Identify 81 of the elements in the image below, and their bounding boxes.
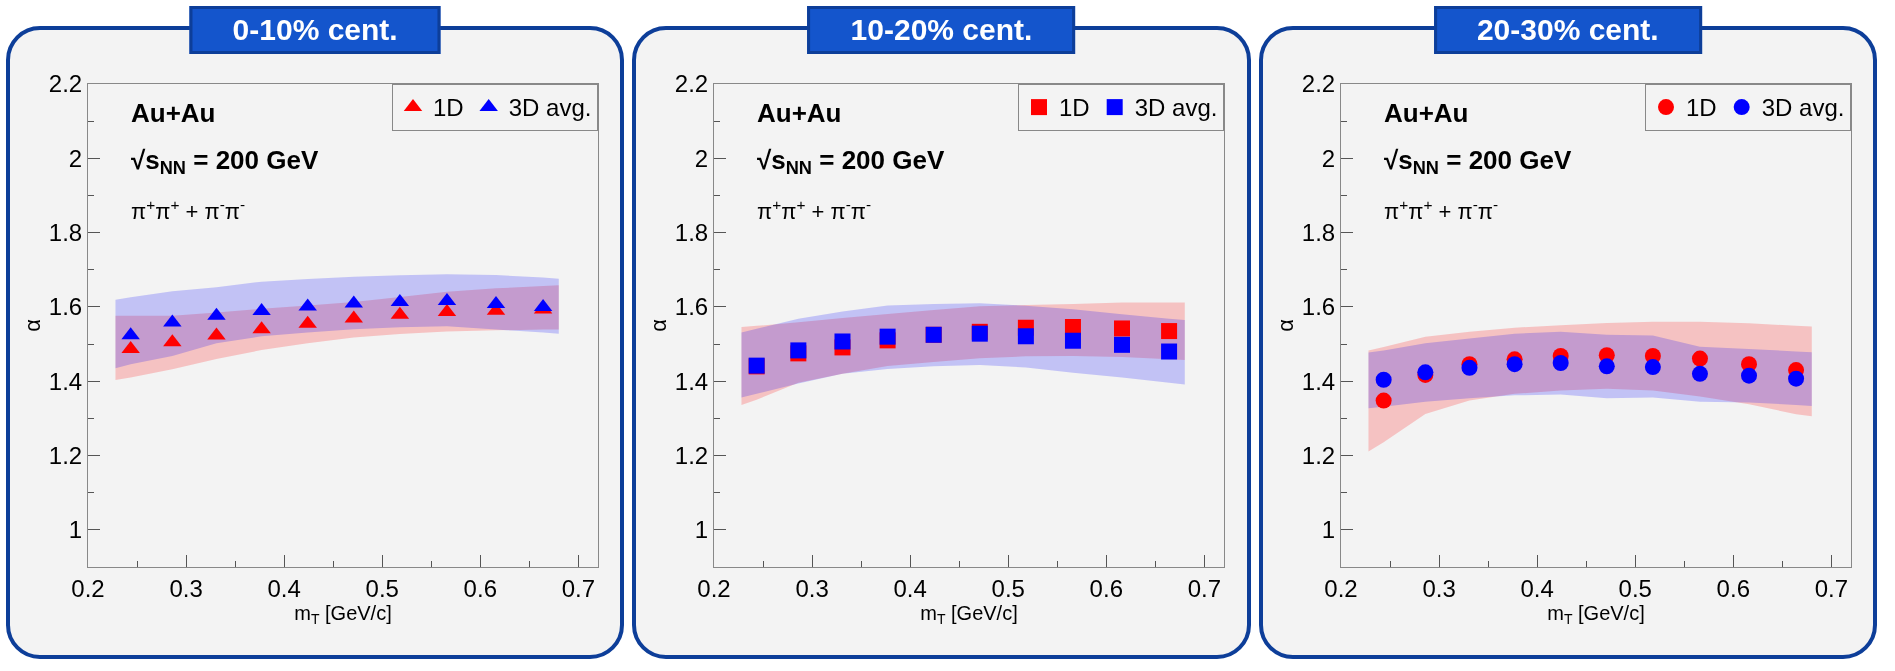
y-tick-label: 1.8 (48, 219, 83, 247)
y-tick-label: 1.6 (48, 293, 83, 321)
x-tick-label: 0.5 (991, 574, 1026, 602)
x-tick-label: 0.4 (267, 574, 301, 602)
legend-label: 3D avg. (1135, 94, 1218, 122)
point (879, 328, 896, 345)
point (1161, 343, 1178, 360)
chart-title: 0-10% cent. (189, 6, 441, 54)
legend-label: 3D avg. (1761, 94, 1845, 122)
point (1644, 359, 1661, 376)
legend-label: 3D avg. (508, 94, 592, 122)
annotation: Au+Au (1383, 98, 1469, 128)
y-tick-label: 1.6 (1301, 293, 1335, 321)
annotation: π$^{+}$π$^{+}$ + π$^{-}$π$^{-}$ (1383, 196, 1498, 225)
x-tick-label: 0.7 (561, 574, 596, 602)
x-tick-label: 0.6 (463, 574, 497, 602)
y-tick-label: 1.4 (1301, 367, 1335, 395)
point (1787, 370, 1804, 387)
y-axis-title: α (645, 318, 671, 332)
point (1161, 323, 1178, 340)
chart-title: 10-20% cent. (807, 6, 1076, 54)
y-tick-label: 2.2 (1301, 70, 1335, 98)
y-tick-label: 1.2 (1301, 441, 1335, 469)
y-tick-label: 2.2 (675, 70, 709, 98)
point (1691, 365, 1708, 382)
y-tick-label: 1.8 (1301, 219, 1335, 247)
y-tick-label: 2.2 (48, 70, 83, 98)
annotation: π$^{+}$π$^{+}$ + π$^{-}$π$^{-}$ (757, 196, 872, 225)
y-tick-label: 1.4 (48, 367, 83, 395)
x-axis-title: m$_{T}$ [GeV/c] (294, 601, 392, 627)
point (1065, 332, 1082, 349)
point (1740, 367, 1757, 384)
point (1598, 358, 1615, 375)
y-tick-label: 1.6 (675, 293, 709, 321)
y-tick-label: 1.4 (675, 367, 709, 395)
point (1691, 350, 1708, 367)
y-axis-title: α (1272, 318, 1298, 332)
y-tick-label: 1 (695, 516, 709, 544)
y-tick-label: 1 (68, 516, 83, 544)
annotation: Au+Au (757, 98, 842, 128)
x-tick-label: 0.4 (893, 574, 928, 602)
legend-label: 1D (1685, 94, 1717, 122)
point (1552, 355, 1569, 372)
x-tick-label: 0.6 (1089, 574, 1124, 602)
annotation: π$^{+}$π$^{+}$ + π$^{-}$π$^{-}$ (131, 196, 246, 225)
annotation: √s$_{NN}$ = 200 GeV (757, 145, 946, 179)
annotation: √s$_{NN}$ = 200 GeV (1383, 145, 1572, 179)
y-tick-label: 2 (68, 144, 83, 172)
point (1114, 320, 1131, 337)
x-tick-label: 0.2 (71, 574, 105, 602)
chart-title: 20-30% cent. (1433, 6, 1702, 54)
y-tick-label: 1.2 (675, 441, 709, 469)
x-tick-label: 0.5 (365, 574, 399, 602)
x-tick-label: 0.3 (1422, 574, 1456, 602)
point (1375, 392, 1392, 409)
x-tick-label: 0.5 (1618, 574, 1652, 602)
annotation: Au+Au (131, 98, 216, 128)
point (1506, 356, 1523, 373)
y-tick-label: 1 (1321, 516, 1335, 544)
x-tick-label: 0.2 (1323, 574, 1358, 602)
x-tick-label: 0.7 (1188, 574, 1222, 602)
x-tick-label: 0.7 (1814, 574, 1848, 602)
y-tick-label: 2 (695, 144, 709, 172)
x-tick-label: 0.2 (697, 574, 732, 602)
legend-label: 1D (1059, 94, 1091, 122)
annotation: √s$_{NN}$ = 200 GeV (131, 145, 319, 179)
y-tick-label: 2 (1321, 144, 1335, 172)
point (1018, 328, 1035, 345)
point (1114, 336, 1131, 353)
x-axis-title: m$_{T}$ [GeV/c] (920, 601, 1019, 627)
x-tick-label: 0.4 (1520, 574, 1554, 602)
x-axis-title: m$_{T}$ [GeV/c] (1546, 601, 1645, 627)
y-tick-label: 1.2 (48, 441, 83, 469)
y-axis-title: α (19, 318, 45, 332)
point (834, 333, 851, 350)
x-tick-label: 0.3 (795, 574, 830, 602)
x-tick-label: 0.6 (1716, 574, 1750, 602)
point (1375, 371, 1392, 388)
y-tick-label: 1.8 (675, 219, 709, 247)
x-tick-label: 0.3 (169, 574, 203, 602)
legend-label: 1D (433, 94, 464, 122)
